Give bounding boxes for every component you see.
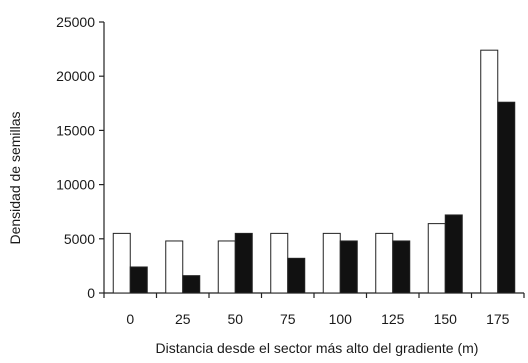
x-tick-labels: 0 25 50 75 100 125 150 175 — [126, 311, 509, 327]
bar-series2-0 — [129, 266, 148, 294]
bar-series1-75 — [270, 232, 289, 294]
bar-series1-100 — [322, 232, 341, 294]
bar-series1-150 — [427, 223, 446, 294]
bar-series2-50 — [234, 232, 253, 294]
x-tick-label: 50 — [227, 311, 243, 327]
y-tick-label: 5000 — [64, 231, 95, 247]
bar-series1-50 — [217, 240, 236, 294]
x-tick-label: 0 — [126, 311, 134, 327]
x-tick-label: 25 — [175, 311, 191, 327]
x-axis-label: Distancia desde el sector más alto del g… — [156, 340, 479, 356]
y-tick-label: 0 — [87, 285, 95, 301]
bar-series2-100 — [339, 240, 358, 294]
y-tick-labels: 0 5000 10000 15000 20000 25000 — [56, 14, 95, 301]
y-tick-label: 10000 — [56, 177, 95, 193]
y-axis-label: Densidad de semillas — [7, 111, 23, 244]
y-tick-label: 20000 — [56, 68, 95, 84]
x-tick-label: 75 — [280, 311, 296, 327]
bar-series1-125 — [375, 232, 394, 294]
bar-series2-175 — [497, 101, 516, 294]
bar-series1-0 — [112, 232, 131, 294]
y-tick-label: 15000 — [56, 122, 95, 138]
y-tick-label: 25000 — [56, 14, 95, 30]
bar-series1-25 — [165, 240, 184, 294]
bars — [112, 49, 516, 294]
x-tick-label: 150 — [434, 311, 458, 327]
bar-series2-75 — [287, 257, 306, 294]
bar-series2-150 — [444, 214, 463, 294]
x-tick-label: 175 — [486, 311, 510, 327]
x-tick-label: 125 — [381, 311, 405, 327]
x-tick-label: 100 — [329, 311, 353, 327]
bar-series2-125 — [392, 240, 411, 294]
bar-series2-25 — [182, 275, 201, 294]
bar-series1-175 — [480, 49, 499, 294]
